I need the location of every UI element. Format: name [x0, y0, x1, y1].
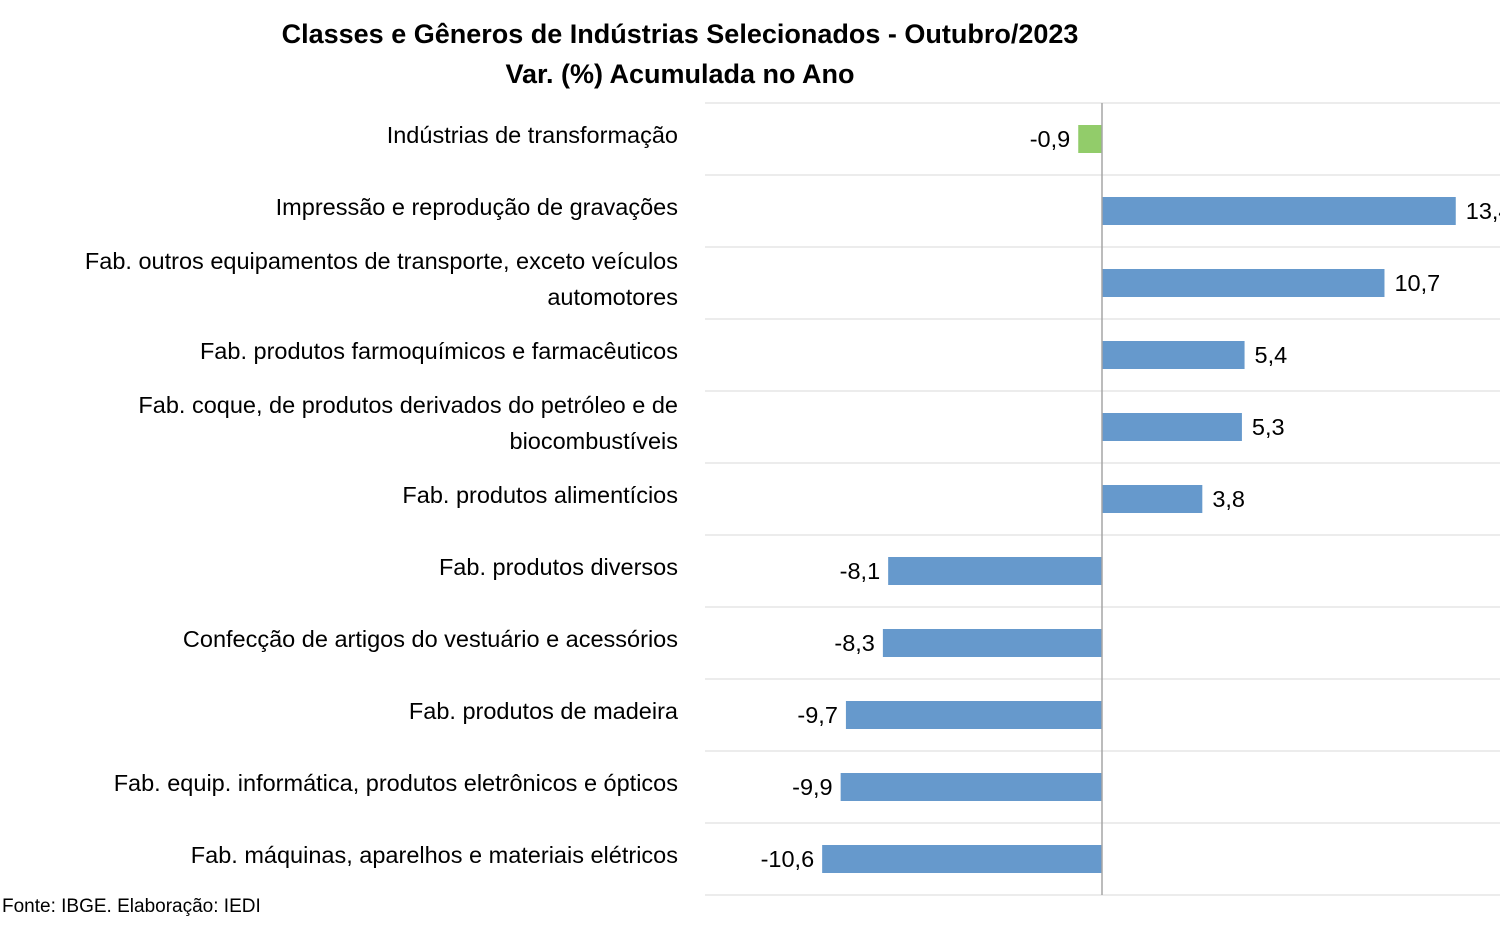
data-label: 10,7 — [1394, 270, 1440, 296]
bar — [1102, 197, 1456, 225]
bar — [1102, 341, 1245, 369]
data-label: -9,9 — [792, 774, 833, 800]
category-label: Fab. coque, de produtos derivados do pet… — [138, 392, 678, 454]
category-label: Fab. produtos de madeira — [408, 698, 678, 724]
bar — [1078, 125, 1102, 153]
data-label: -0,9 — [1030, 126, 1071, 152]
bar — [840, 773, 1102, 801]
category-label: Fab. máquinas, aparelhos e materiais elé… — [190, 842, 678, 868]
data-label: -8,3 — [834, 630, 875, 656]
bar — [888, 557, 1102, 585]
category-label: Indústrias de transformação — [386, 122, 678, 148]
category-label: Fab. produtos alimentícios — [402, 482, 678, 508]
data-label: -8,1 — [840, 558, 881, 584]
bar — [1102, 413, 1242, 441]
category-label: Confecção de artigos do vestuário e aces… — [182, 626, 678, 652]
bar — [822, 845, 1102, 873]
data-label: -9,7 — [797, 702, 838, 728]
source-note: Fonte: IBGE. Elaboração: IEDI — [2, 896, 261, 917]
data-label: 3,8 — [1212, 486, 1245, 512]
bar — [1102, 269, 1385, 297]
category-label: Fab. produtos farmoquímicos e farmacêuti… — [199, 338, 678, 364]
bar — [845, 701, 1102, 729]
category-label: Fab. outros equipamentos de transporte, … — [84, 248, 678, 310]
data-label: 13,4 — [1466, 198, 1500, 224]
chart-title: Classes e Gêneros de Indústrias Selecion… — [281, 19, 1079, 49]
chart-title-block: Classes e Gêneros de Indústrias Selecion… — [0, 14, 1360, 94]
category-label: Fab. equip. informática, produtos eletrô… — [113, 770, 678, 796]
bar — [882, 629, 1102, 657]
category-label: Impressão e reprodução de gravações — [275, 194, 678, 220]
bar — [1102, 485, 1203, 513]
data-label: 5,4 — [1255, 342, 1288, 368]
chart-subtitle: Var. (%) Acumulada no Ano — [505, 59, 855, 89]
data-label: 5,3 — [1252, 414, 1285, 440]
category-label: Fab. produtos diversos — [438, 554, 678, 580]
data-label: -10,6 — [761, 846, 815, 872]
